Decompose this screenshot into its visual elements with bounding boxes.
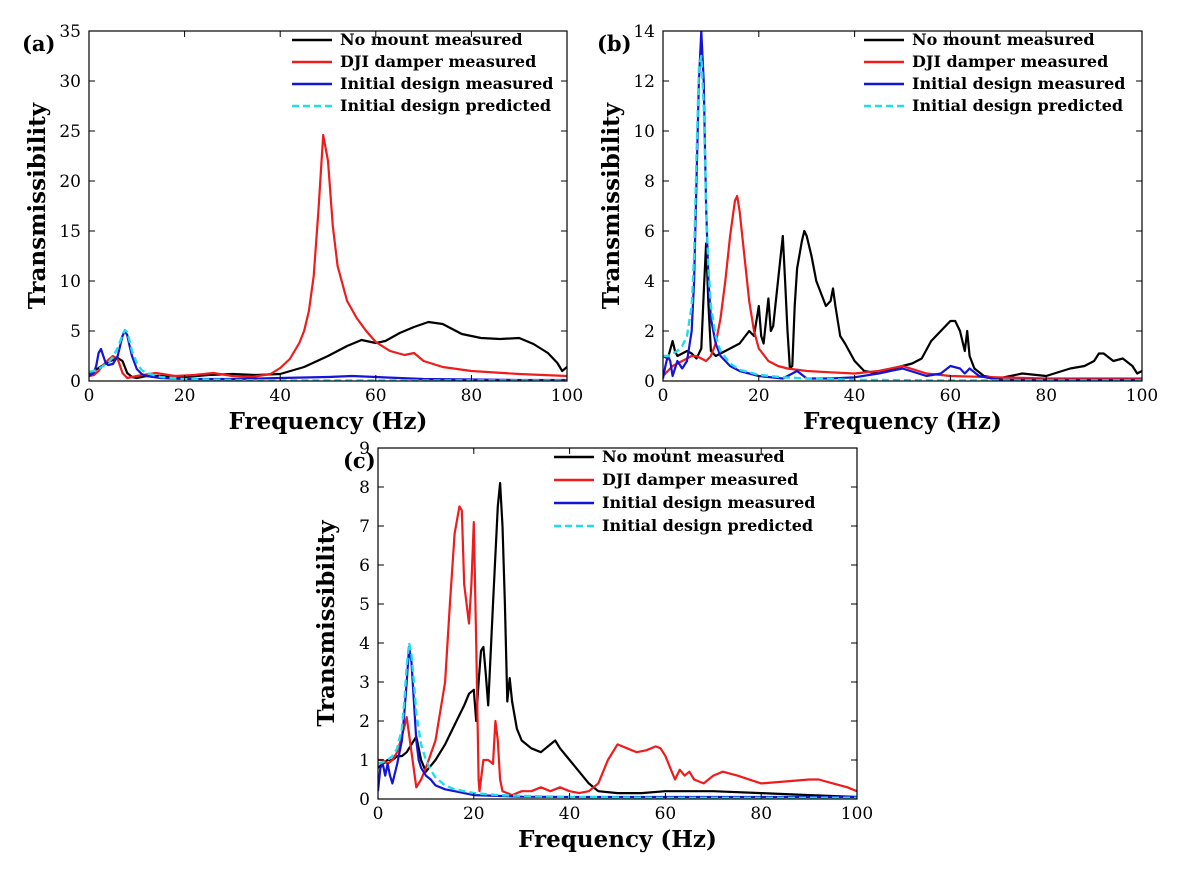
panel-a-x-tick-label: 80 xyxy=(461,386,483,406)
panel-a-legend-label-dji: DJI damper measured xyxy=(340,52,536,71)
panel-b-legend: No mount measured DJI damper measured Init… xyxy=(864,30,1125,115)
panel-b: 0 20 40 60 80 100 0 2 4 6 8 10 12 14 Frequency (Hz) Tra… xyxy=(597,22,1158,435)
panel-a-y-axis-title: Transmissibility xyxy=(24,102,51,309)
panel-b-legend-label-no-mount: No mount measured xyxy=(912,30,1095,49)
panel-c-series-dji xyxy=(378,505,857,797)
panel-c-x-tick-label: 100 xyxy=(841,804,873,824)
panel-b-label: (b) xyxy=(597,31,632,56)
panel-b-y-tick-label: 14 xyxy=(633,22,655,42)
panel-a-legend: No mount measured DJI damper measured Init… xyxy=(292,30,553,115)
panel-a-y-tick-label: 35 xyxy=(59,22,81,42)
panel-b-x-axis-title: Frequency (Hz) xyxy=(803,408,1002,435)
panel-c-x-tick-label: 0 xyxy=(373,804,384,824)
panel-c-series-init-meas xyxy=(378,645,857,799)
panel-c-x-tick-label: 80 xyxy=(750,804,772,824)
panel-b-x-tick-label: 80 xyxy=(1035,386,1057,406)
panel-a-legend-label-init-meas: Initial design measured xyxy=(340,74,553,93)
panel-c-y-tick-label: 6 xyxy=(359,556,370,576)
panel-a-series-dji xyxy=(89,133,567,380)
panel-a-x-tick-label: 0 xyxy=(84,386,95,406)
panel-c-legend-label-init-pred: Initial design predicted xyxy=(602,516,813,535)
panel-a: 0 20 40 60 80 100 0 5 10 15 20 25 30 35 Frequency (Hz)… xyxy=(22,22,583,435)
panel-b-y-axis-title: Transmissibility xyxy=(598,102,625,309)
panel-b-x-tick-label: 0 xyxy=(658,386,669,406)
panel-b-x-tick-label: 60 xyxy=(940,386,962,406)
panel-a-legend-label-init-pred: Initial design predicted xyxy=(340,96,551,115)
panel-c-legend: No mount measured DJI damper measured Init… xyxy=(554,447,815,535)
panel-b-x-tick-label: 40 xyxy=(844,386,866,406)
panel-a-series-group xyxy=(89,133,567,381)
panel-b-y-tick-label: 6 xyxy=(644,222,655,242)
panel-b-axes-frame xyxy=(662,30,1143,382)
panel-b-y-tick-label: 12 xyxy=(633,72,655,92)
panel-c-x-tick-label: 60 xyxy=(655,804,677,824)
panel-b-series-dji xyxy=(663,194,1142,380)
panel-a-y-tick-label: 5 xyxy=(70,322,81,342)
panel-b-legend-label-init-meas: Initial design measured xyxy=(912,74,1125,93)
panel-c-label: (c) xyxy=(343,448,376,473)
panel-c-legend-label-dji: DJI damper measured xyxy=(602,470,798,489)
panel-c-x-tick-label: 40 xyxy=(559,804,581,824)
panel-b-y-tick-label: 2 xyxy=(644,322,655,342)
panel-b-x-tick-label: 20 xyxy=(748,386,770,406)
panel-b-y-tick-label: 8 xyxy=(644,172,655,192)
panel-c-y-tick-label: 0 xyxy=(359,790,370,810)
panel-a-y-tick-label: 0 xyxy=(70,372,81,392)
panel-c-legend-label-no-mount: No mount measured xyxy=(602,447,785,466)
panel-c-series-group xyxy=(378,482,857,799)
panel-c: 0 20 40 60 80 100 0 1 2 3 4 5 6 7 8 9 Frequency (Hz) Tran… xyxy=(313,439,873,853)
panel-a-y-tick-label: 10 xyxy=(59,272,81,292)
panel-a-y-tick-label: 25 xyxy=(59,122,81,142)
panel-a-y-tick-label: 30 xyxy=(59,72,81,92)
panel-c-axes-frame xyxy=(377,447,858,800)
panel-c-y-tick-label: 4 xyxy=(359,634,370,654)
panel-a-x-tick-label: 60 xyxy=(365,386,387,406)
panel-c-series-init-pred xyxy=(378,641,857,799)
panel-a-x-tick-label: 40 xyxy=(269,386,291,406)
panel-a-x-tick-label: 20 xyxy=(174,386,196,406)
panel-c-y-tick-label: 5 xyxy=(359,595,370,615)
panel-b-legend-label-init-pred: Initial design predicted xyxy=(912,96,1123,115)
panel-c-y-tick-label: 2 xyxy=(359,712,370,732)
panel-b-series-no-mount xyxy=(663,229,1142,380)
panel-c-y-tick-label: 9 xyxy=(359,439,370,459)
panel-b-x-tick-label: 100 xyxy=(1126,386,1158,406)
panel-c-y-tick-label: 8 xyxy=(359,478,370,498)
panel-a-series-no-mount xyxy=(89,320,567,380)
panel-a-y-tick-label: 15 xyxy=(59,222,81,242)
panel-b-series-init-meas xyxy=(663,31,1142,381)
panel-c-y-axis-title: Transmissibility xyxy=(313,520,340,727)
panel-c-x-tick-label: 20 xyxy=(463,804,485,824)
panel-c-y-tick-label: 1 xyxy=(359,751,370,771)
panel-c-y-tick-label: 3 xyxy=(359,673,370,693)
panel-c-y-tick-label: 7 xyxy=(359,517,370,537)
panel-a-legend-label-no-mount: No mount measured xyxy=(340,30,523,49)
panel-a-x-tick-label: 100 xyxy=(551,386,583,406)
panel-b-series-group xyxy=(663,31,1142,381)
panel-a-axes-frame xyxy=(88,30,568,382)
panel-c-x-axis-title: Frequency (Hz) xyxy=(518,826,717,853)
panel-a-label: (a) xyxy=(22,31,55,56)
panel-c-legend-label-init-meas: Initial design measured xyxy=(602,493,815,512)
panel-b-y-tick-label: 0 xyxy=(644,372,655,392)
panel-a-y-tick-label: 20 xyxy=(59,172,81,192)
panel-b-legend-label-dji: DJI damper measured xyxy=(912,52,1108,71)
panel-b-series-init-pred xyxy=(663,54,1142,381)
panel-b-y-tick-label: 4 xyxy=(644,272,655,292)
panel-a-x-axis-title: Frequency (Hz) xyxy=(229,408,428,435)
panel-b-y-tick-label: 10 xyxy=(633,122,655,142)
